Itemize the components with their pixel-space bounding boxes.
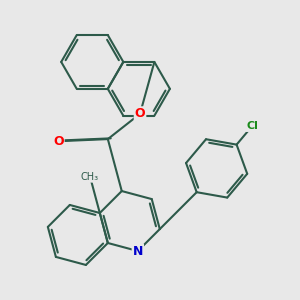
Text: O: O [53,135,64,148]
Text: N: N [133,244,143,257]
Text: O: O [135,107,145,120]
Text: CH₃: CH₃ [81,172,99,182]
Text: Cl: Cl [246,121,258,131]
